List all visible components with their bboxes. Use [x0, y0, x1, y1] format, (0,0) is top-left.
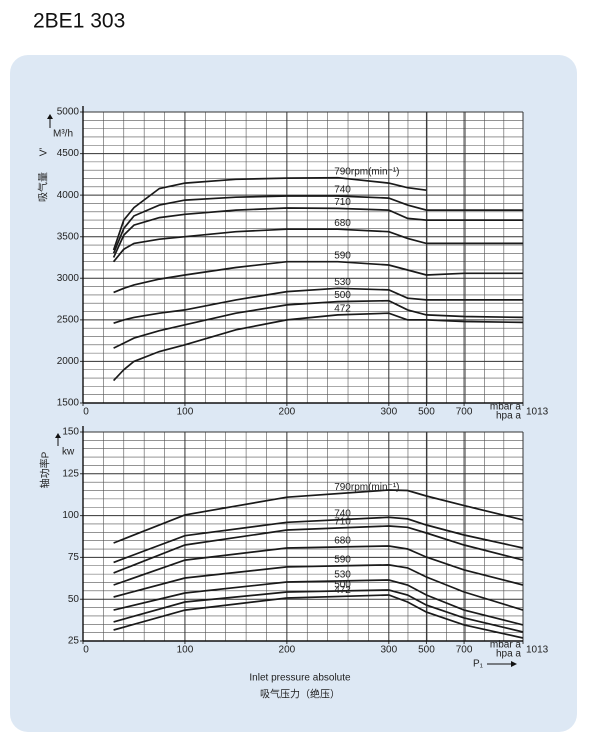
- y-tick-label: 1500: [57, 398, 80, 409]
- y-tick-label: 125: [62, 468, 79, 479]
- series-line: [113, 545, 524, 586]
- y-tick-label: 4000: [57, 190, 80, 201]
- y-tick-label: 2000: [57, 356, 80, 367]
- x-tick-label: 300: [380, 645, 397, 656]
- series-line: [112, 195, 523, 254]
- y-tick-label: 100: [62, 510, 79, 521]
- series-label: 472: [334, 585, 351, 596]
- x-tick-label: 0: [83, 407, 89, 418]
- series-line: [112, 176, 427, 251]
- series-label: 790rpm(min⁻¹): [334, 482, 399, 493]
- x-tick-label: 0: [83, 645, 89, 656]
- y-unit: M³/h: [53, 129, 73, 140]
- x-symbol: P₁: [473, 659, 484, 670]
- x-unit: hpa a: [496, 411, 521, 422]
- plot-area: [83, 432, 523, 641]
- series-label: 680: [334, 218, 351, 229]
- x-arrow-head: [511, 661, 517, 667]
- x-axis-label-cn: 吸气压力（绝压）: [260, 688, 340, 701]
- x-tick-label: 500: [418, 407, 435, 418]
- x-unit: mbar a: [490, 640, 522, 651]
- series-line: [113, 287, 523, 325]
- series-label: 740: [334, 185, 351, 196]
- series-label: 680: [334, 536, 351, 547]
- y-unit: kw: [62, 447, 75, 458]
- series-line: [113, 516, 524, 564]
- x-tick-label: 200: [279, 407, 296, 418]
- y-tick-label: 5000: [57, 107, 80, 118]
- y-tick-label: 4500: [57, 148, 80, 159]
- y-tick-label: 3500: [57, 231, 80, 242]
- series-label: 530: [334, 570, 351, 581]
- series-line: [113, 299, 524, 349]
- x-axis-label: Inlet pressure absolute: [249, 673, 351, 684]
- x-tick-label: 300: [380, 407, 397, 418]
- y-tick-label: 150: [62, 427, 79, 438]
- series-label: 710: [334, 197, 351, 208]
- series-line: [113, 525, 524, 574]
- x-tick-label: 700: [456, 407, 473, 418]
- series-label: 590: [334, 250, 351, 261]
- y-tick-label: 2500: [57, 314, 80, 325]
- y-arrow-head: [47, 114, 53, 119]
- series-label: 790rpm(min⁻¹): [334, 166, 399, 177]
- x-tick-label: 100: [177, 645, 194, 656]
- y-axis-label: 吸气量: [37, 172, 50, 202]
- y-axis-label: 轴功率P: [39, 451, 52, 488]
- x-unit: hpa a: [496, 649, 521, 660]
- series-label: 500: [334, 290, 351, 301]
- y-tick-label: 50: [68, 594, 80, 605]
- x-tick-label: 1013: [526, 407, 549, 418]
- x-tick-label: 500: [418, 645, 435, 656]
- x-tick-label: 100: [177, 407, 194, 418]
- series-line: [113, 260, 523, 294]
- y-tick-label: 75: [68, 552, 80, 563]
- series-line: [112, 207, 523, 258]
- series-label: 472: [334, 303, 351, 314]
- y-tick-label: 25: [68, 636, 80, 647]
- y-symbol: V': [39, 148, 50, 157]
- series-label: 710: [334, 517, 351, 528]
- series-line: [113, 564, 524, 611]
- y-arrow-head: [55, 433, 61, 438]
- series-line: [113, 594, 524, 639]
- series-label: 590: [334, 555, 351, 566]
- series-line: [113, 579, 524, 626]
- plot-area: [83, 112, 523, 403]
- series-line: [112, 312, 524, 382]
- series-line: [113, 489, 524, 544]
- y-tick-label: 3000: [57, 273, 80, 284]
- x-tick-label: 1013: [526, 645, 549, 656]
- series-label: 500: [334, 580, 351, 591]
- series-label: 530: [334, 277, 351, 288]
- page-title: 2BE1 303: [33, 10, 125, 33]
- series-line: [113, 589, 524, 633]
- series-label: 740: [334, 508, 351, 519]
- x-tick-label: 700: [456, 645, 473, 656]
- series-line: [112, 228, 523, 263]
- x-tick-label: 200: [279, 645, 296, 656]
- x-unit: mbar a: [490, 402, 522, 413]
